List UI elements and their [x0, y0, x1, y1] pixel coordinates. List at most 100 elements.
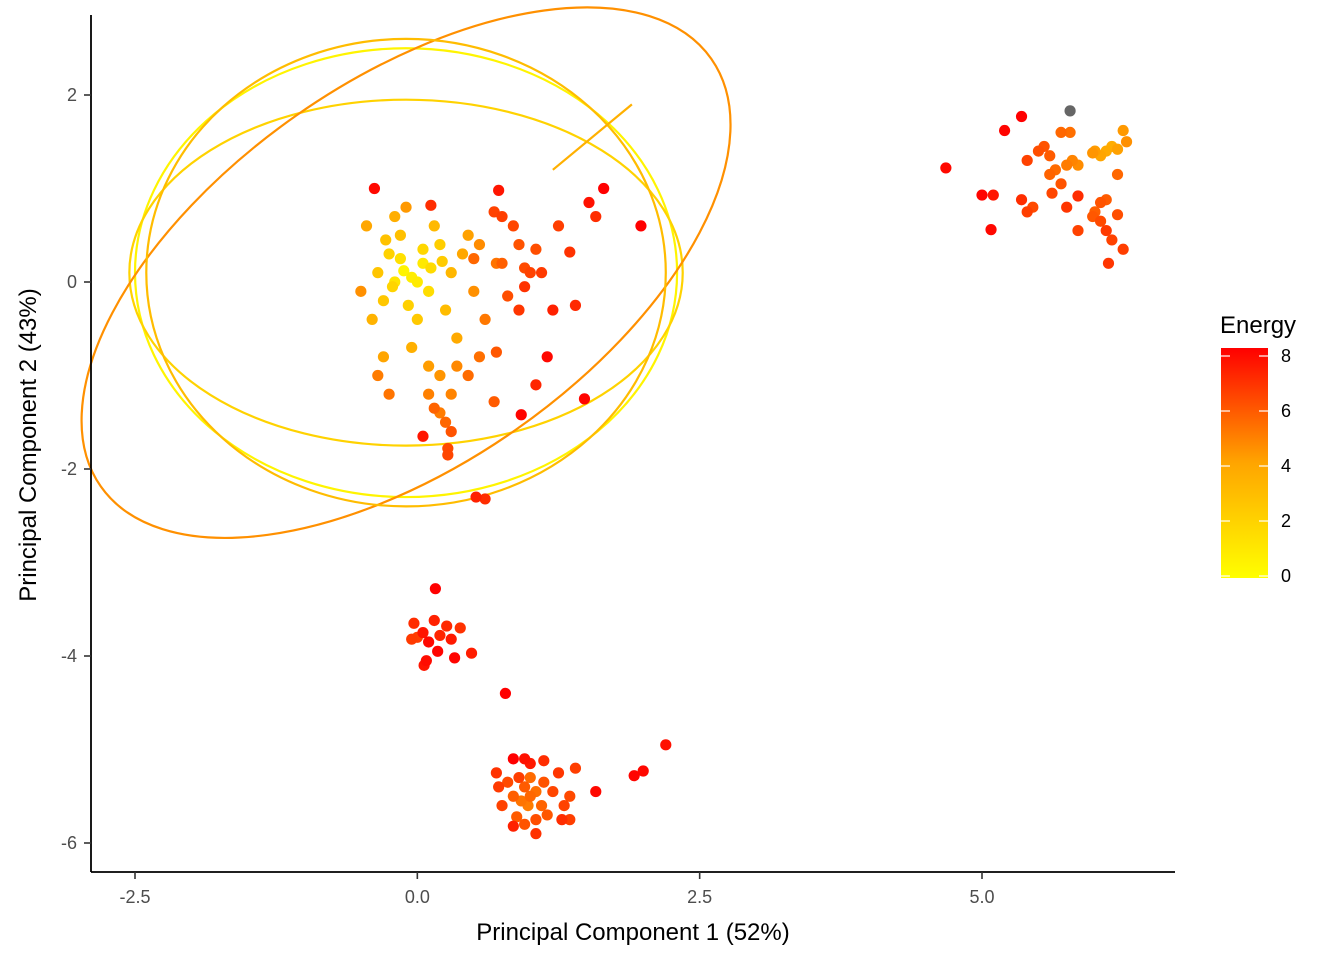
data-point	[1044, 150, 1056, 162]
point-layer	[355, 105, 1133, 840]
legend-tick-label: 6	[1281, 401, 1291, 421]
legend-tick-label: 4	[1281, 456, 1291, 476]
data-point	[473, 239, 486, 251]
data-point	[493, 781, 505, 793]
data-point	[541, 809, 553, 821]
data-point	[425, 199, 437, 211]
data-point	[507, 753, 519, 765]
x-tick-label: 5.0	[969, 887, 994, 907]
y-tick-label: 0	[67, 272, 77, 292]
data-point	[408, 617, 420, 629]
data-point	[1055, 126, 1067, 138]
data-point	[394, 253, 406, 265]
data-point	[355, 285, 367, 297]
data-point	[445, 633, 457, 645]
data-point	[502, 776, 514, 788]
data-point	[442, 449, 454, 461]
data-point	[479, 313, 491, 325]
data-point	[552, 767, 565, 779]
data-point	[1032, 145, 1045, 157]
data-point	[1061, 159, 1073, 171]
data-point	[598, 182, 610, 195]
energy-legend: Energy 0 2 4 6 8	[1220, 312, 1296, 586]
data-point	[519, 753, 531, 765]
data-point	[578, 393, 591, 405]
data-point	[488, 396, 500, 408]
data-point	[1100, 224, 1112, 237]
data-point	[998, 124, 1011, 137]
data-point	[445, 388, 457, 400]
y-tick-label: 2	[67, 85, 77, 105]
data-point	[1106, 234, 1118, 246]
data-point	[406, 633, 418, 645]
legend-colorbar	[1221, 348, 1268, 578]
data-point	[530, 814, 542, 826]
data-point	[985, 224, 997, 236]
data-point	[454, 622, 466, 634]
data-point	[1111, 143, 1124, 155]
data-point	[462, 229, 474, 241]
y-axis-title: Principal Component 2 (43%)	[15, 288, 42, 602]
data-point	[519, 781, 531, 793]
data-point	[462, 369, 474, 382]
data-point	[372, 369, 384, 382]
data-point	[1044, 168, 1056, 181]
data-point	[511, 811, 523, 823]
data-point	[445, 426, 457, 438]
data-point	[423, 636, 435, 648]
confidence-ellipse-4	[145, 37, 667, 508]
data-point	[420, 655, 432, 667]
data-point	[423, 360, 435, 372]
data-point	[428, 220, 440, 232]
data-point	[1021, 206, 1033, 218]
data-point	[490, 346, 502, 358]
confidence-ellipse-3	[80, 6, 732, 539]
data-point	[451, 360, 463, 372]
data-point	[434, 369, 446, 382]
data-point	[535, 267, 548, 279]
data-point	[398, 265, 410, 277]
axes	[90, 15, 1175, 873]
data-point	[1064, 105, 1076, 117]
data-point	[400, 201, 412, 213]
data-point	[940, 162, 952, 174]
data-point	[530, 828, 542, 840]
data-point	[637, 765, 649, 777]
data-point	[425, 262, 437, 274]
data-point	[496, 257, 508, 269]
data-point	[434, 629, 446, 642]
data-point	[541, 351, 553, 363]
data-point	[535, 800, 548, 812]
data-point	[456, 248, 469, 260]
data-point	[515, 409, 527, 421]
legend-ticks: 0 2 4 6 8	[1221, 346, 1291, 586]
data-point	[556, 814, 568, 826]
data-point	[1094, 215, 1107, 227]
data-point	[1117, 124, 1129, 137]
y-tick-label: -6	[61, 833, 77, 853]
data-point	[507, 790, 519, 802]
x-axis-title: Principal Component 1 (52%)	[476, 919, 790, 946]
legend-tick-label: 8	[1281, 346, 1291, 366]
data-point	[547, 304, 559, 316]
data-point	[394, 229, 406, 241]
data-point	[519, 281, 531, 293]
data-point	[377, 295, 390, 307]
data-point	[1094, 196, 1107, 209]
data-point	[507, 820, 519, 832]
x-tick-label: 2.5	[687, 887, 712, 907]
data-point	[513, 771, 525, 784]
data-point	[1015, 110, 1028, 123]
data-point	[507, 220, 519, 232]
data-point	[383, 248, 395, 260]
data-point	[513, 239, 525, 251]
data-point	[1117, 243, 1129, 255]
data-point	[1055, 178, 1067, 190]
data-point	[468, 285, 480, 297]
data-point	[496, 800, 508, 812]
data-point	[386, 281, 399, 293]
data-point	[552, 220, 565, 232]
data-point	[524, 267, 536, 279]
data-point	[441, 620, 453, 632]
data-point	[411, 276, 423, 288]
